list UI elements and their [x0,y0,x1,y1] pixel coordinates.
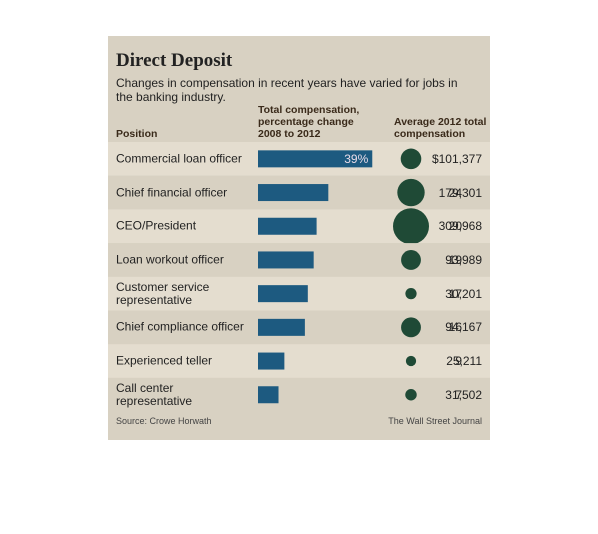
row-label: Chief financial officer [116,185,228,200]
value-label: 30,201 [445,286,482,301]
row-label: Customer service representative [116,279,210,307]
value-label: 7 [455,387,462,402]
value-label: 20 [448,219,462,234]
column-header: Total compensation, percentage change 20… [258,104,360,140]
chart-subtitle: Changes in compensation in recent years … [116,76,458,104]
value-label: 31,502 [445,387,482,402]
value-label: 9 [455,354,462,369]
bubble [393,208,429,245]
chart [108,142,490,412]
value-label: 25,211 [446,354,482,369]
credit: The Wall Street Journal [388,416,482,426]
value-label: $101,377 [431,151,482,166]
bubble [397,178,425,207]
bubble [405,355,417,367]
value-label: 19 [448,252,462,267]
chart-title: Direct Deposit [116,50,233,71]
value-label: 94,167 [445,320,482,335]
value-label: 17 [448,286,462,301]
bar [258,318,305,336]
row-label: Call center representative [116,380,193,408]
bar [258,352,285,370]
source: Source: Crowe Horwath [116,416,212,426]
chart-card: Direct Deposit Changes in compensation i… [108,36,490,440]
bubble [401,250,421,270]
bar [258,217,317,235]
bubble [405,389,417,401]
bubble [401,317,421,338]
row-label: Chief compliance officer [116,319,244,334]
row-label: CEO/President [116,218,197,233]
row-label: Loan workout officer [116,252,224,267]
column-header: Position [116,128,158,140]
row-stripe [108,344,490,378]
bar [258,184,329,202]
bubble [405,288,417,300]
bubble [400,148,422,170]
bar [258,386,279,404]
value-label: 179,301 [438,185,482,200]
row-label: Commercial loan officer [116,151,242,166]
bar [258,251,314,269]
bar [258,285,308,303]
bar [258,150,373,168]
column-header: Average 2012 total compensation [394,116,487,140]
value-label: 16 [448,320,462,335]
value-label: 309,968 [438,219,482,234]
row-label: Experienced teller [116,353,213,368]
value-label: 39% [344,151,369,166]
value-label: 24 [448,185,462,200]
row-stripe [108,377,490,412]
value-label: 93,989 [445,252,482,267]
